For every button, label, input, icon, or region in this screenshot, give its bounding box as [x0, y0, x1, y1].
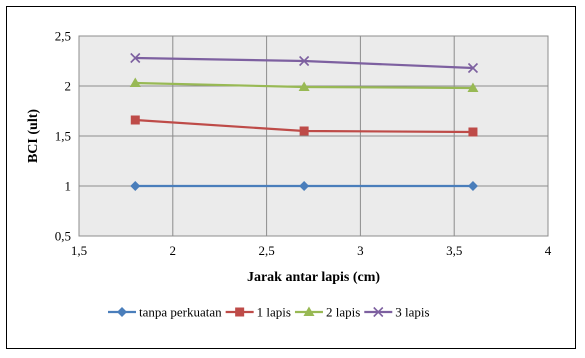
x-tick-label: 3,5 [446, 243, 462, 258]
data-point [130, 181, 141, 191]
y-tick-label: 0,5 [55, 229, 71, 244]
legend-label: tanpa perkuatan [139, 305, 222, 320]
legend-label: 3 lapis [395, 305, 429, 320]
data-point [129, 77, 141, 87]
legend-marker [117, 307, 127, 317]
data-point [467, 62, 479, 74]
legend: tanpa perkuatan 1 lapis 2 lapis 3 lapis [108, 305, 430, 320]
series-4 [130, 52, 479, 74]
series-3 [129, 77, 479, 92]
legend-item: 3 lapis [364, 305, 430, 320]
data-point [299, 55, 310, 67]
legend-item: 2 lapis [294, 305, 360, 320]
data-point [130, 52, 141, 64]
x-tick-label: 4 [545, 243, 552, 258]
x-tick-labels: 1,5 2 2,5 3 3,5 4 [71, 243, 552, 258]
data-series [129, 52, 479, 191]
data-point [130, 115, 140, 125]
y-tick-label: 2 [65, 79, 72, 94]
data-point [299, 181, 310, 191]
legend-item: tanpa perkuatan [108, 305, 222, 320]
x-tick-label: 3 [357, 243, 364, 258]
legend-label: 2 lapis [326, 305, 360, 320]
legend-marker [303, 306, 315, 316]
y-tick-label: 1 [65, 179, 72, 194]
data-point [467, 82, 479, 92]
series-2 [130, 115, 478, 137]
y-tick-labels: 0,5 1 1,5 2 2,5 [55, 29, 71, 244]
x-axis-title: Jarak antar lapis (cm) [247, 270, 380, 285]
x-tick-label: 2 [170, 243, 177, 258]
legend-marker [373, 306, 384, 318]
x-tick-label: 1,5 [71, 243, 87, 258]
y-tick-label: 2,5 [55, 29, 71, 44]
legend-item: 1 lapis [225, 305, 291, 320]
data-point [299, 126, 309, 136]
data-point [467, 181, 478, 191]
y-axis-title: BCI (ult) [26, 109, 41, 163]
series-1 [130, 181, 478, 191]
legend-marker [235, 307, 245, 317]
y-tick-label: 1,5 [55, 129, 71, 144]
data-point [298, 81, 310, 91]
x-tick-label: 2,5 [258, 243, 274, 258]
legend-label: 1 lapis [257, 305, 291, 320]
data-point [468, 127, 478, 137]
